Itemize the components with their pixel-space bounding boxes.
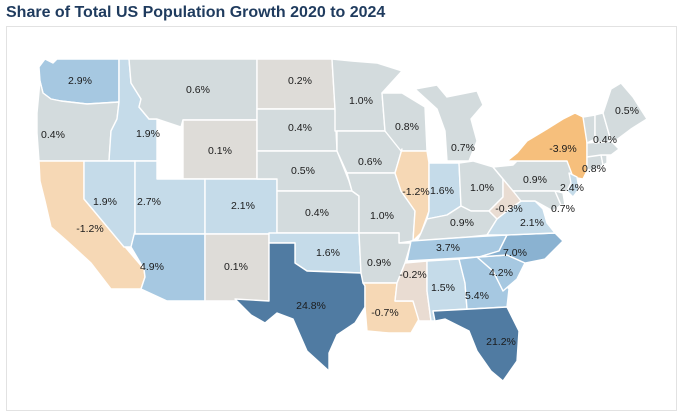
state-tx [234, 242, 366, 372]
state-label-ca: -1.2% [76, 223, 103, 235]
state-label-nj: 2.4% [560, 182, 584, 194]
state-label-mo: 1.0% [370, 210, 394, 222]
state-label-ny: -3.9% [549, 143, 576, 155]
state-label-ut: 2.7% [137, 196, 161, 208]
state-label-tn: 3.7% [436, 242, 460, 254]
state-label-wv: -0.3% [495, 203, 522, 215]
state-mi [414, 84, 484, 162]
state-label-co: 2.1% [231, 200, 255, 212]
state-label-wa: 2.9% [68, 75, 92, 87]
state-label-wi: 0.8% [395, 121, 419, 133]
state-label-mt: 0.6% [186, 84, 210, 96]
state-label-az: 4.9% [140, 261, 164, 273]
state-label-pa: 0.9% [523, 174, 547, 186]
state-label-or: 0.4% [41, 129, 65, 141]
state-label-ga: 5.4% [465, 290, 489, 302]
states-layer [36, 58, 648, 382]
state-nj [566, 172, 580, 198]
state-label-ky: 0.9% [450, 217, 474, 229]
state-label-ks: 0.4% [305, 207, 329, 219]
state-label-tx: 24.8% [296, 300, 326, 312]
state-label-ms: -0.2% [399, 269, 426, 281]
labels-layer: 2.9% 0.4% -1.2% 1.9% 1.9% 0.6% 0.1% 2.7% 4.9% 2.1… [41, 75, 639, 348]
state-label-id: 1.9% [136, 128, 160, 140]
state-label-la: -0.7% [371, 307, 398, 319]
state-label-nd: 0.2% [288, 75, 312, 87]
state-fl [432, 306, 520, 382]
state-label-in: 1.6% [430, 185, 454, 197]
state-label-ct: 0.8% [582, 163, 606, 175]
map-title: Share of Total US Population Growth 2020… [6, 4, 386, 21]
state-label-wy: 0.1% [208, 145, 232, 157]
state-label-nv: 1.9% [93, 196, 117, 208]
state-label-ia: 0.6% [358, 156, 382, 168]
state-label-al: 1.5% [431, 282, 455, 294]
state-label-oh: 1.0% [470, 182, 494, 194]
state-label-sc: 4.2% [489, 267, 513, 279]
state-label-nc: 7.0% [503, 247, 527, 259]
state-label-mn: 1.0% [349, 95, 373, 107]
state-label-sd: 0.4% [288, 122, 312, 134]
state-label-ok: 1.6% [316, 247, 340, 259]
state-label-ar: 0.9% [367, 257, 391, 269]
state-de [554, 190, 566, 206]
state-label-mi: 0.7% [451, 142, 475, 154]
state-label-md: 0.7% [551, 203, 575, 215]
state-label-il: -1.2% [402, 186, 429, 198]
state-me [602, 82, 648, 142]
map-frame: 2.9% 0.4% -1.2% 1.9% 1.9% 0.6% 0.1% 2.7% 4.9% 2.1… [6, 26, 677, 411]
state-label-ne: 0.5% [291, 165, 315, 177]
state-label-fl: 21.2% [486, 336, 516, 348]
state-label-nh: 0.4% [593, 134, 617, 146]
state-label-va: 2.1% [520, 217, 544, 229]
state-label-me: 0.5% [615, 105, 639, 117]
state-nc [478, 232, 564, 264]
us-state-map: 2.9% 0.4% -1.2% 1.9% 1.9% 0.6% 0.1% 2.7% 4.9% 2.1… [36, 58, 648, 382]
state-label-nm: 0.1% [224, 261, 248, 273]
